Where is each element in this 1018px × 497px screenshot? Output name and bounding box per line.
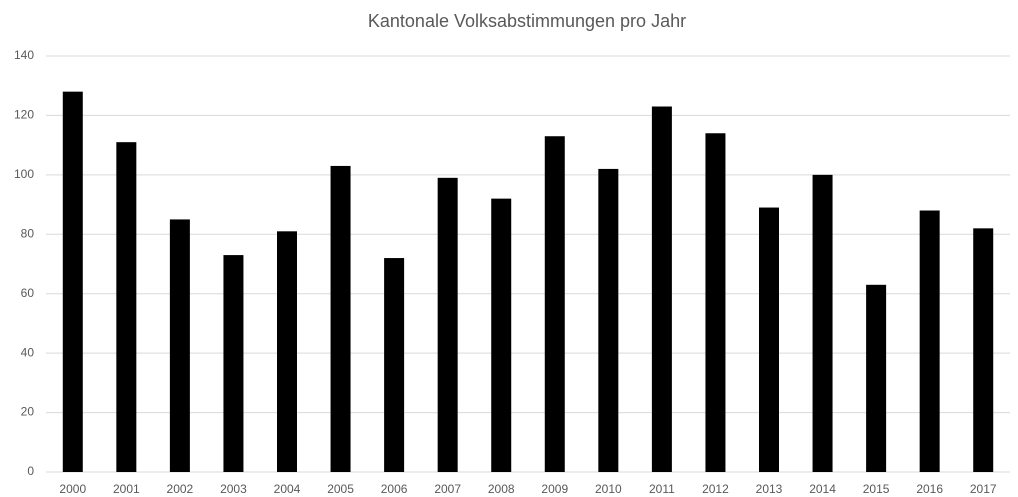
- bar: [223, 255, 244, 472]
- bar: [384, 258, 405, 472]
- y-tick-label: 0: [27, 464, 34, 478]
- bar: [866, 284, 887, 472]
- x-tick-label: 2013: [756, 482, 783, 496]
- bar: [437, 177, 458, 473]
- x-tick-label: 2005: [327, 482, 354, 496]
- y-tick-label: 80: [21, 226, 35, 240]
- bar: [277, 231, 297, 472]
- x-tick-label: 2006: [381, 482, 408, 496]
- x-tick-label: 2011: [649, 482, 675, 496]
- bar: [491, 198, 512, 472]
- bar: [812, 174, 833, 472]
- bar: [544, 136, 565, 472]
- x-tick-label: 2016: [916, 482, 943, 496]
- y-tick-label: 140: [14, 48, 34, 62]
- x-tick-label: 2009: [541, 482, 568, 496]
- x-tick-label: 2010: [595, 482, 622, 496]
- bar: [62, 91, 83, 473]
- x-tick-label: 2004: [274, 482, 301, 496]
- y-tick-label: 120: [14, 108, 34, 122]
- y-tick-label: 100: [14, 167, 34, 181]
- bar: [705, 133, 726, 472]
- bar: [973, 228, 994, 472]
- x-tick-label: 2000: [59, 482, 86, 496]
- x-tick-label: 2012: [702, 482, 729, 496]
- y-tick-label: 20: [21, 405, 35, 419]
- x-tick-label: 2002: [167, 482, 194, 496]
- x-tick-label: 2008: [488, 482, 515, 496]
- bar: [598, 168, 619, 472]
- bar: [116, 142, 137, 472]
- bar: [169, 219, 190, 472]
- bar: [759, 207, 779, 473]
- x-tick-label: 2015: [863, 482, 890, 496]
- x-tick-label: 2003: [220, 482, 247, 496]
- chart-title: Kantonale Volksabstimmungen pro Jahr: [368, 11, 686, 31]
- x-tick-label: 2007: [434, 482, 461, 496]
- bar: [330, 165, 351, 472]
- x-tick-label: 2017: [970, 482, 997, 496]
- x-tick-label: 2014: [809, 482, 836, 496]
- x-tick-label: 2001: [113, 482, 140, 496]
- y-tick-label: 60: [21, 286, 35, 300]
- y-tick-label: 40: [21, 345, 35, 359]
- bar: [651, 106, 672, 472]
- bar: [919, 210, 940, 472]
